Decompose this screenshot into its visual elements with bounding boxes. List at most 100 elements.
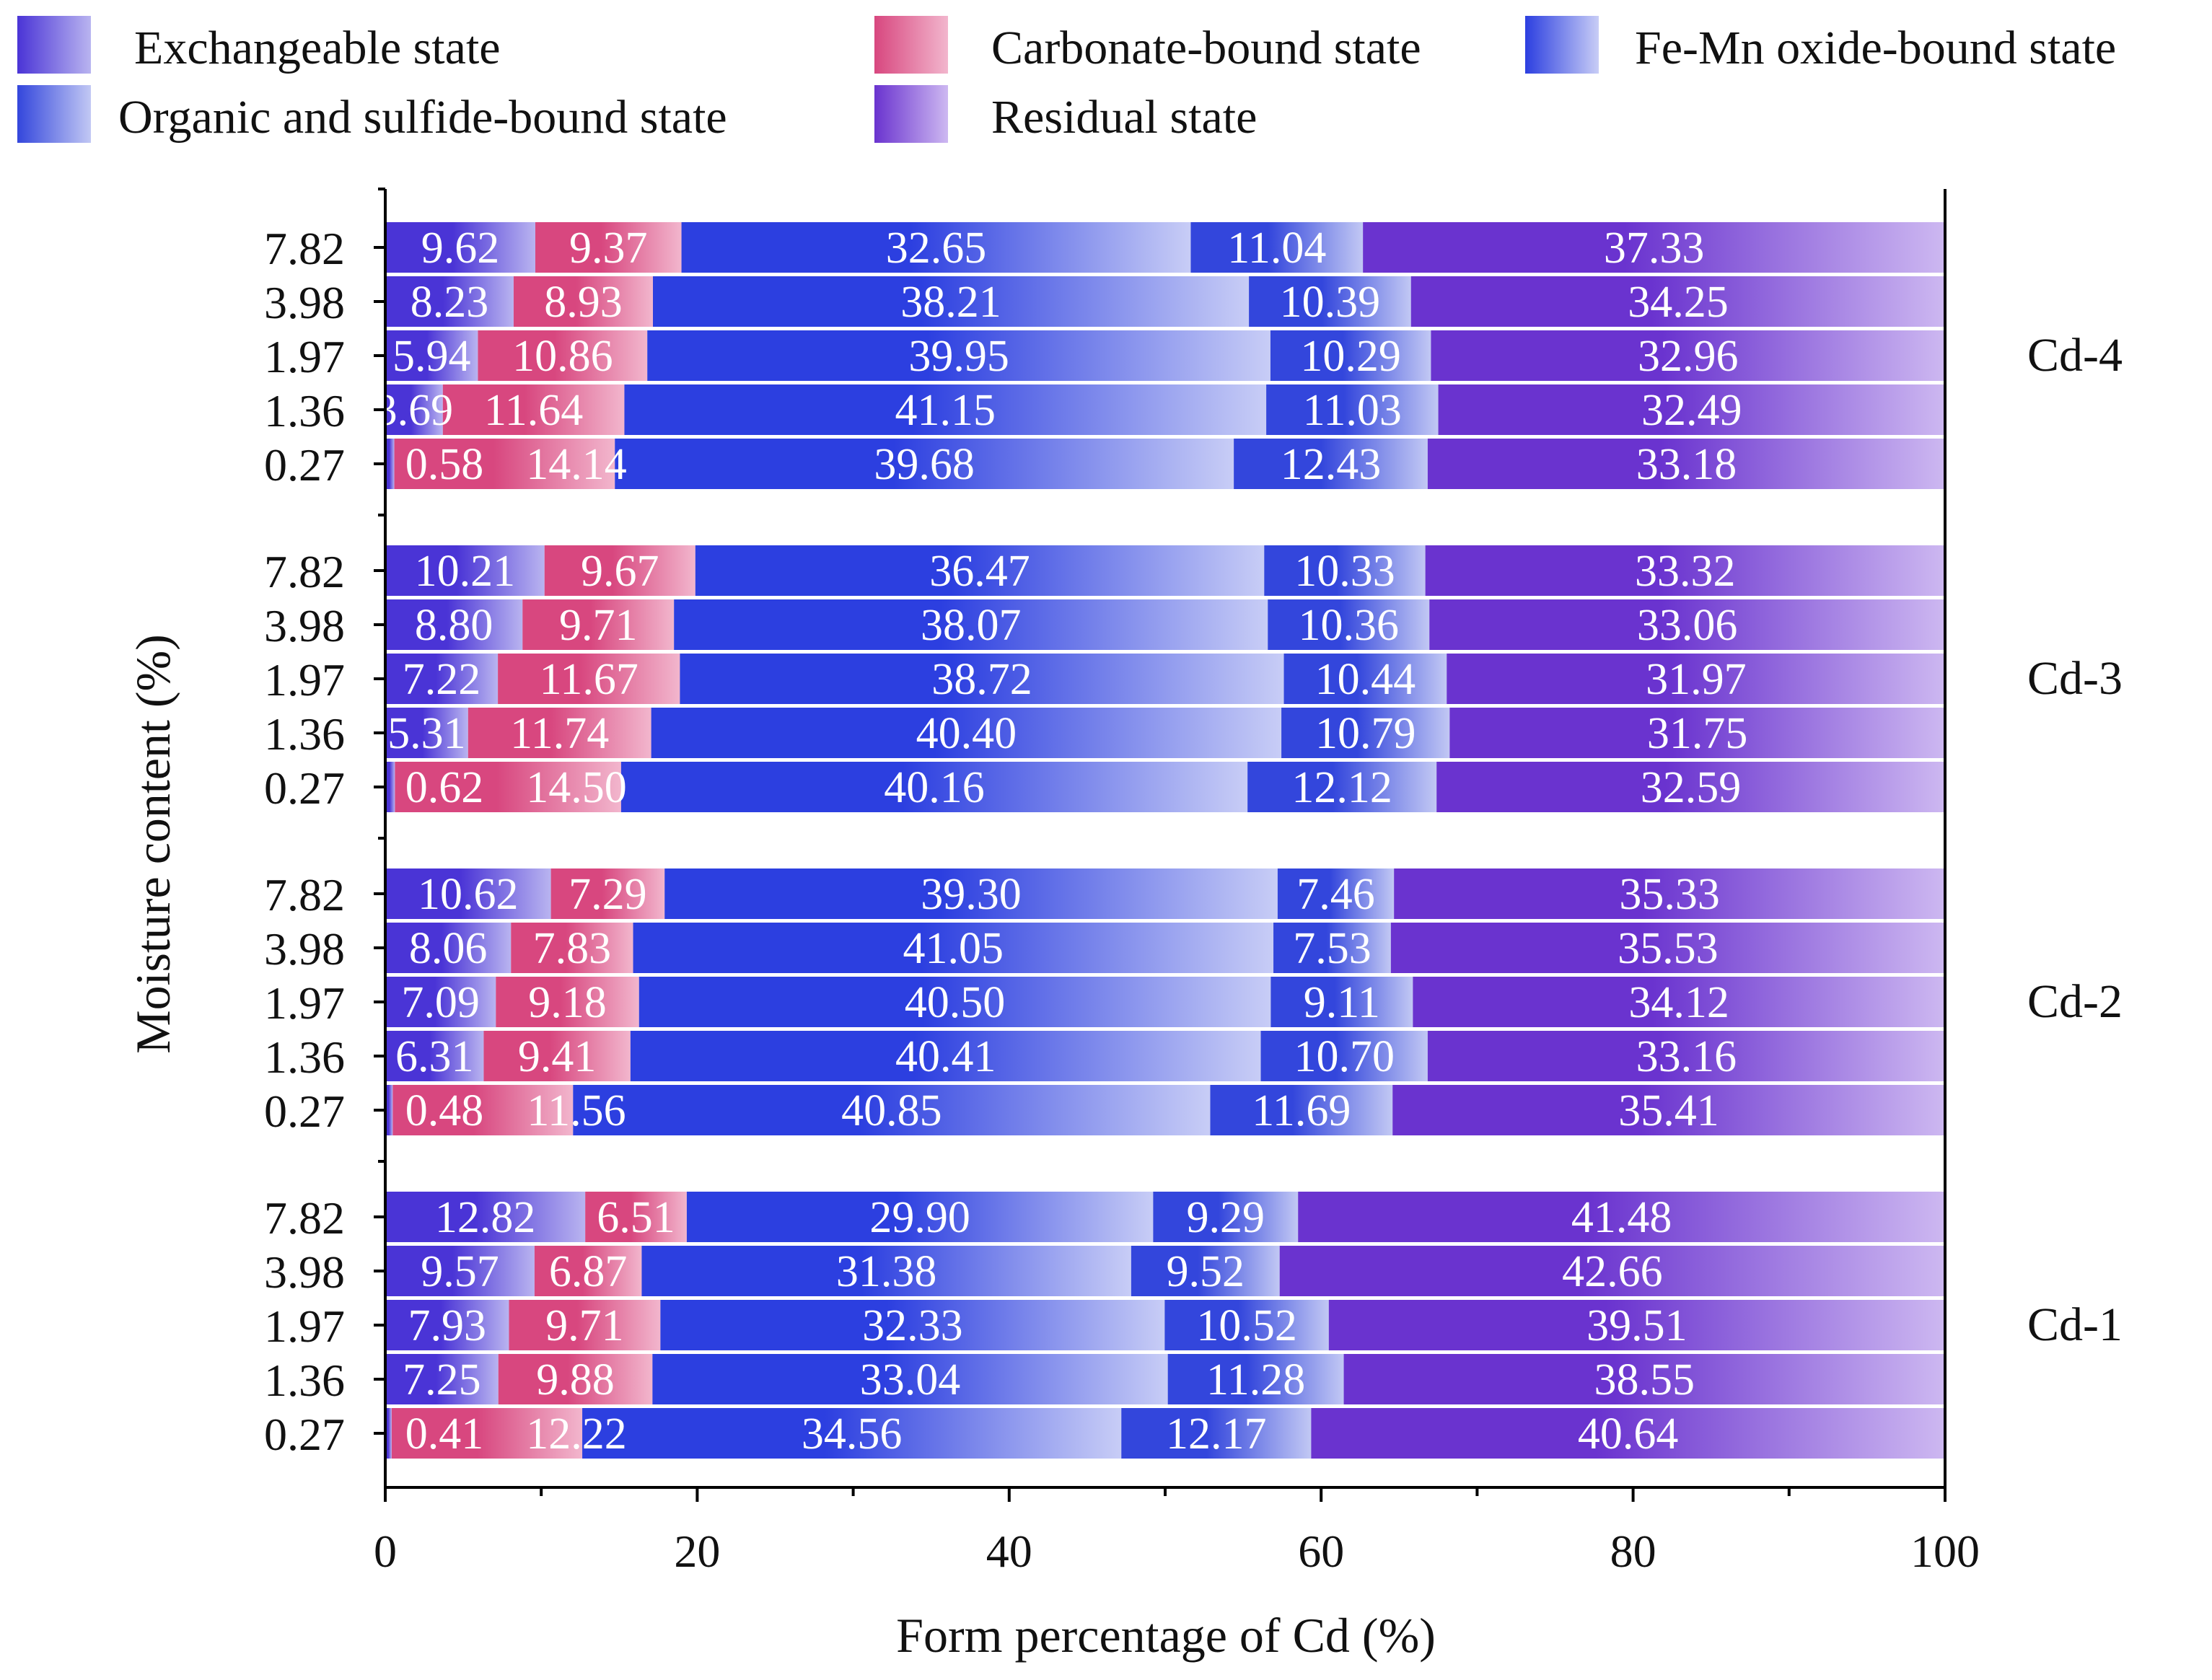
data-label-organic: 11.28 — [1206, 1355, 1305, 1404]
data-label-carbonate: 14.50 — [526, 763, 627, 812]
data-label-residual: 32.49 — [1641, 386, 1742, 435]
y-tick-label: 3.98 — [264, 600, 345, 651]
bar-segment-femn — [582, 1408, 1122, 1459]
x-tick-label: 20 — [674, 1526, 720, 1577]
bar-segment-femn — [647, 330, 1270, 381]
bar-segment-residual — [1438, 384, 1945, 435]
bar-segment-exchangeable — [385, 222, 535, 273]
y-axis-title: Moisture content (%) — [126, 634, 180, 1054]
legend-swatch-exchangeable — [17, 16, 91, 74]
bar-row: 9.57 6.87 31.38 9.52 42.66 — [385, 1246, 1945, 1296]
bar-row: 5.31 11.74 40.40 10.79 31.75 — [385, 708, 1945, 758]
data-label-carbonate: 6.51 — [597, 1193, 675, 1242]
y-tick-label: 7.82 — [264, 546, 345, 597]
bar-segment-femn — [652, 276, 1250, 327]
data-label-organic: 10.79 — [1315, 709, 1416, 758]
bar-segment-residual — [1449, 708, 1945, 758]
bar-segment-residual — [1429, 599, 1945, 650]
data-label-femn: 41.05 — [903, 924, 1004, 973]
data-label-carbonate: 14.14 — [526, 440, 627, 489]
data-label-exchangeable: 10.62 — [418, 870, 519, 919]
bar-segment-organic — [1234, 439, 1428, 489]
data-label-exchangeable: 7.93 — [408, 1301, 486, 1350]
data-label-exchangeable: 0.41 — [405, 1409, 484, 1459]
legend-item-organic: Organic and sulfide-bound state — [17, 85, 727, 144]
data-label-organic: 12.17 — [1166, 1409, 1267, 1459]
data-label-residual: 33.16 — [1636, 1032, 1737, 1081]
data-label-organic: 11.69 — [1252, 1086, 1351, 1135]
bar-segment-residual — [1311, 1408, 1945, 1459]
bar-segment-exchangeable — [385, 923, 512, 973]
data-label-exchangeable: 7.09 — [401, 978, 480, 1027]
data-label-organic: 7.46 — [1296, 870, 1375, 919]
data-label-organic: 9.11 — [1304, 978, 1380, 1027]
data-label-residual: 31.97 — [1646, 655, 1747, 704]
data-label-organic: 10.33 — [1294, 547, 1395, 596]
data-label-femn: 38.21 — [900, 278, 1001, 327]
bar-row: 12.82 6.51 29.90 9.29 41.48 — [385, 1192, 1945, 1242]
bar-segment-exchangeable — [385, 762, 395, 812]
data-label-exchangeable: 7.25 — [403, 1355, 481, 1404]
data-label-carbonate: 9.18 — [528, 978, 607, 1027]
legend-item-exchangeable: Exchangeable state — [17, 16, 501, 74]
data-label-exchangeable: 10.21 — [415, 547, 516, 596]
bar-segment-carbonate — [513, 276, 653, 327]
bar-row: 0.48 11.56 40.85 11.69 35.41 — [385, 1085, 1945, 1135]
bar-segment-residual — [1390, 923, 1945, 973]
y-tick-label: 1.97 — [264, 1301, 345, 1352]
data-label-organic: 10.39 — [1280, 278, 1381, 327]
bar-segment-carbonate — [498, 654, 680, 704]
bar-segment-exchangeable — [385, 1031, 484, 1081]
bar-segment-femn — [615, 439, 1234, 489]
data-label-organic: 10.44 — [1315, 655, 1416, 704]
data-label-femn: 38.72 — [931, 655, 1032, 704]
bar-segment-organic — [1249, 276, 1411, 327]
data-label-organic: 12.43 — [1281, 440, 1382, 489]
legend-label-exchangeable: Exchangeable state — [134, 22, 501, 74]
bar-row: 10.62 7.29 39.30 7.46 35.33 — [385, 868, 1945, 919]
data-label-exchangeable: 0.58 — [405, 440, 484, 489]
data-label-carbonate: 9.71 — [545, 1301, 624, 1350]
group-label-cd-3: Cd-3 — [2027, 652, 2123, 705]
data-label-organic: 11.04 — [1227, 224, 1326, 273]
group-label-cd-2: Cd-2 — [2027, 975, 2123, 1028]
data-label-residual: 33.18 — [1636, 440, 1737, 489]
data-label-femn: 40.40 — [916, 709, 1017, 758]
data-label-organic: 10.70 — [1294, 1032, 1395, 1081]
bar-segment-exchangeable — [385, 1300, 509, 1350]
x-tick-label: 80 — [1610, 1526, 1656, 1577]
data-label-residual: 34.12 — [1628, 978, 1729, 1027]
group-cd-2: 10.62 7.29 39.30 7.46 35.33 8.06 7.83 41.05 7.53… — [385, 868, 2123, 1135]
data-label-residual: 41.48 — [1571, 1193, 1672, 1242]
group-cd-1: 12.82 6.51 29.90 9.29 41.48 9.57 6.87 31.38 9.52… — [385, 1192, 2123, 1459]
data-label-exchangeable: 3.69 — [375, 386, 454, 435]
data-label-exchangeable: 5.94 — [392, 332, 471, 381]
data-label-femn: 34.56 — [802, 1409, 903, 1459]
x-tick-label: 40 — [986, 1526, 1032, 1577]
data-label-residual: 32.59 — [1641, 763, 1742, 812]
data-label-carbonate: 10.86 — [512, 332, 613, 381]
data-label-femn: 29.90 — [869, 1193, 970, 1242]
legend-swatch-residual — [874, 85, 948, 143]
bar-segment-organic — [1153, 1192, 1299, 1242]
bar-segment-residual — [1436, 762, 1945, 812]
data-label-exchangeable: 9.62 — [421, 224, 500, 273]
bar-segment-organic — [1131, 1246, 1280, 1296]
legend-swatch-organic — [17, 85, 91, 143]
bar-segment-organic — [1273, 923, 1391, 973]
data-label-residual: 35.41 — [1618, 1086, 1719, 1135]
legend-label-residual: Residual state — [991, 91, 1257, 144]
data-label-carbonate: 9.37 — [569, 224, 648, 273]
bar-segment-exchangeable — [385, 599, 523, 650]
group-cd-3: 10.21 9.67 36.47 10.33 33.32 8.80 9.71 38.07 10.… — [385, 545, 2123, 812]
bar-row: 7.25 9.88 33.04 11.28 38.55 — [385, 1354, 1945, 1404]
data-label-carbonate: 9.88 — [536, 1355, 615, 1404]
bar-segment-exchangeable — [385, 708, 468, 758]
bar-segment-carbonate — [585, 1192, 687, 1242]
y-tick-label: 3.98 — [264, 923, 345, 975]
y-tick-label: 7.82 — [264, 1192, 345, 1244]
bar-segment-organic — [1210, 1085, 1393, 1135]
bar-segment-femn — [652, 1354, 1168, 1404]
y-tick-label: 1.36 — [264, 1032, 345, 1083]
bar-segment-carbonate — [534, 1246, 642, 1296]
